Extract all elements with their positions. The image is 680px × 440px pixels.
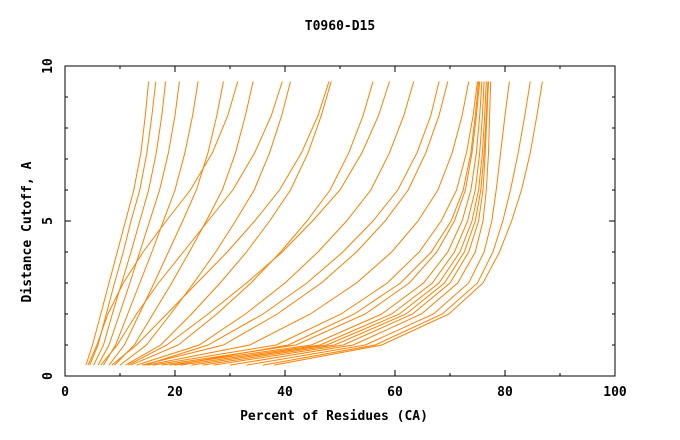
- x-tick-label-40: 40: [277, 385, 293, 400]
- series-line-25: [100, 81, 283, 366]
- x-tick-label-80: 80: [497, 385, 513, 400]
- series-line-30: [174, 81, 480, 366]
- series-line-22: [246, 81, 510, 366]
- series-line-12: [141, 81, 449, 366]
- series-line-20: [213, 81, 489, 366]
- series-line-27: [128, 81, 390, 366]
- series-line-13: [147, 81, 470, 366]
- series-line-9: [125, 81, 332, 366]
- series-line-4: [97, 81, 180, 366]
- y-tick-label-0: 0: [41, 372, 56, 380]
- series-layer: [85, 81, 543, 366]
- series-line-26: [111, 81, 330, 366]
- x-tick-label-100: 100: [603, 385, 627, 400]
- series-line-28: [144, 81, 440, 366]
- x-tick-label-20: 20: [167, 385, 183, 400]
- series-line-3: [93, 81, 167, 366]
- plot-frame: [64, 65, 616, 377]
- y-axis-title: Distance Cutoff, A: [20, 161, 35, 302]
- series-line-17: [180, 81, 485, 366]
- chart-title: T0960-D15: [305, 19, 375, 34]
- x-axis-title: Percent of Residues (CA): [240, 409, 428, 424]
- x-tick-label-0: 0: [61, 385, 69, 400]
- series-line-15: [161, 81, 481, 366]
- series-line-10: [130, 81, 374, 366]
- series-line-11: [136, 81, 415, 366]
- series-line-19: [202, 81, 489, 366]
- series-line-16: [169, 81, 483, 366]
- series-line-7: [114, 81, 254, 366]
- series-line-6: [108, 81, 224, 366]
- series-line-18: [191, 81, 487, 366]
- axis-layer: 0 20 40 60 80 100 0 5 10: [41, 58, 627, 400]
- series-line-24: [273, 81, 543, 366]
- series-line-8: [119, 81, 291, 366]
- series-line-2: [89, 81, 157, 366]
- series-line-29: [87, 81, 239, 366]
- series-line-21: [229, 81, 492, 366]
- x-tick-label-60: 60: [387, 385, 403, 400]
- series-line-1: [85, 81, 150, 366]
- y-tick-label-5: 5: [41, 217, 56, 225]
- y-tick-label-10: 10: [41, 58, 56, 74]
- series-line-23: [262, 81, 531, 366]
- series-line-5: [103, 81, 199, 366]
- series-line-14: [152, 81, 478, 366]
